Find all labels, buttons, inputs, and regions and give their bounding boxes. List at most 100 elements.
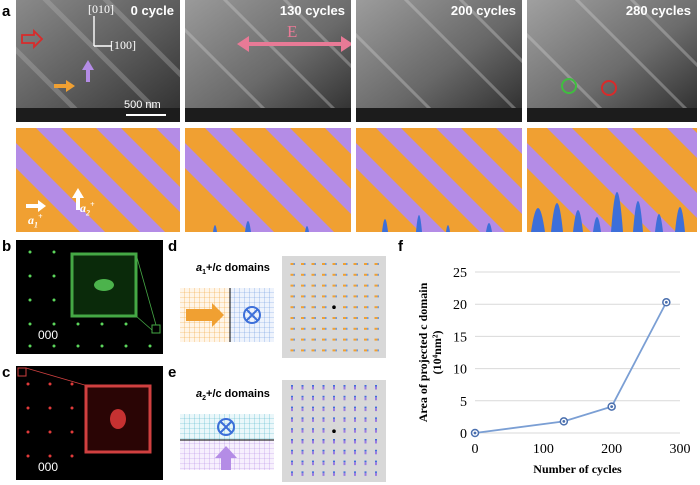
lattice-dipole <box>354 397 356 401</box>
lattice-dipole <box>343 429 346 433</box>
lattice-dipole-tip <box>343 428 346 430</box>
lattice-dipole <box>322 306 325 309</box>
lattice-dipole-tip <box>364 385 367 387</box>
lattice-dipole-tip <box>293 317 295 319</box>
lattice-dipole <box>364 263 367 265</box>
lattice-dipole-tip <box>377 317 379 319</box>
lattice-dipole <box>343 397 346 401</box>
lattice-dipole-tip <box>375 460 377 463</box>
lattice-dipole <box>343 472 346 476</box>
lattice-dipole-tip <box>354 417 356 419</box>
lattice-dipole-tip <box>346 317 348 319</box>
lattice-dipole-tip <box>364 471 367 473</box>
y-tick-label: 20 <box>453 298 467 313</box>
lattice-dipole <box>375 386 377 390</box>
lattice-dipole <box>291 472 293 476</box>
lattice-dipole <box>301 440 304 444</box>
lattice-dipole-tip <box>312 406 314 409</box>
lattice-dipole-tip <box>293 327 295 330</box>
lattice-dipole <box>374 349 378 352</box>
lattice-dipole-tip <box>322 449 325 452</box>
lattice-dipole-tip <box>304 317 306 319</box>
lattice-dipole-tip <box>354 471 356 473</box>
lattice-dipole <box>364 440 367 444</box>
lattice-dipole <box>353 349 357 352</box>
lattice-dipole <box>333 386 335 390</box>
lattice-dipole <box>343 440 346 444</box>
lattice-dipole <box>311 338 315 341</box>
lattice-dipole-tip <box>291 460 293 463</box>
tem-texture-130 <box>185 0 351 122</box>
lattice-dipole-tip <box>367 327 369 330</box>
lattice-dipole-tip <box>335 273 337 276</box>
lattice-dipole <box>322 273 325 276</box>
a2-label: a2+ <box>80 200 95 218</box>
diffraction-c-pattern <box>17 367 152 458</box>
lattice-dipole-tip <box>367 317 369 319</box>
lattice-dipole-tip <box>293 349 295 352</box>
lattice-dipole <box>291 462 293 466</box>
lattice-dipole <box>322 263 325 265</box>
lattice-dipole-tip <box>304 327 306 330</box>
lattice-dipole-tip <box>364 395 367 398</box>
lattice-dipole <box>375 440 377 444</box>
tem-image-280: 280 cycles <box>527 0 697 122</box>
lattice-dipole-tip <box>346 273 348 276</box>
lattice-dipole-tip <box>375 406 377 409</box>
lattice-dipole-tip <box>304 349 306 352</box>
lattice-dipole <box>291 408 293 412</box>
lattice-dipole-tip <box>322 439 325 441</box>
lattice-dipole-tip <box>364 460 367 463</box>
lattice-dipole-tip <box>343 406 346 409</box>
lattice-dipole <box>332 284 336 287</box>
x-tick-label: 300 <box>670 442 691 457</box>
lattice-dipole-tip <box>343 395 346 398</box>
lattice-dipole-tip <box>291 449 293 452</box>
d-title: a1+/c domains <box>196 262 270 277</box>
lattice-dipole-tip <box>291 417 293 419</box>
lattice-dipole <box>322 317 325 319</box>
lattice-dipole <box>332 295 336 298</box>
lattice-dipole <box>301 418 304 422</box>
lattice-dipole <box>353 327 357 330</box>
lattice-dipole <box>333 440 335 444</box>
lattice-dipole-tip <box>364 449 367 452</box>
lattice-dipole-tip <box>346 349 348 352</box>
lattice-dipole-tip <box>343 460 346 463</box>
lattice-dipole <box>311 263 315 265</box>
lattice-dipole <box>375 451 377 455</box>
lattice-dipole-tip <box>367 295 369 298</box>
lattice-dipole-tip <box>312 449 314 452</box>
lattice-dipole-tip <box>343 439 346 441</box>
lattice-dipole-tip <box>312 385 314 387</box>
caption-280-cycles: 280 cycles <box>625 3 691 18</box>
lattice-dipole <box>343 327 346 330</box>
lattice-dipole-tip <box>314 327 316 330</box>
lattice-dipole <box>322 349 325 352</box>
red-circle-marker <box>601 80 617 96</box>
lattice-dipole-tip <box>322 406 325 409</box>
lattice-dipole-tip <box>312 428 314 430</box>
lattice-dipole <box>332 263 336 265</box>
lattice-dipole <box>374 295 378 298</box>
lattice-dipole-tip <box>335 317 337 319</box>
a1-label: a1+ <box>28 212 43 230</box>
lattice-dipole <box>333 418 335 422</box>
lattice-dipole-tip <box>312 417 314 419</box>
lattice-dipole-tip <box>343 385 346 387</box>
panel-label-a: a <box>2 3 11 20</box>
lattice-dipole-tip <box>364 439 367 441</box>
x-axis-label: Number of cycles <box>533 462 622 476</box>
lattice-dipole-tip <box>312 460 314 463</box>
lattice-dipole <box>353 306 357 309</box>
lattice-dipole-tip <box>304 295 306 298</box>
lattice-dipole <box>322 295 325 298</box>
lattice-dipole-tip <box>356 306 358 309</box>
lattice-dipole-tip <box>354 395 356 398</box>
lattice-dipole <box>375 418 377 422</box>
schematic-280 <box>527 128 697 232</box>
lattice-dipole <box>333 408 335 412</box>
lattice-dipole <box>301 327 304 330</box>
lattice-dipole <box>301 317 304 319</box>
lattice-dipole-tip <box>335 338 337 341</box>
